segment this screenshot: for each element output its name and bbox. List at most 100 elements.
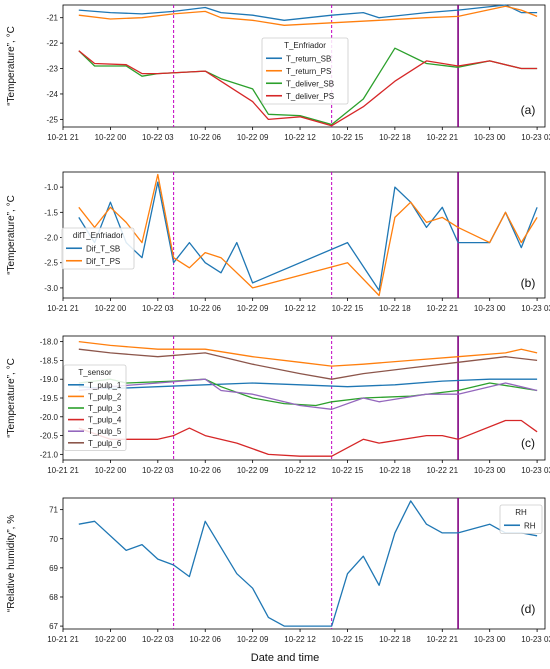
panel-label: (c) [521,436,535,450]
legend-entry: T_pulp_4 [88,416,122,425]
y-tick-label: -18.5 [40,356,59,365]
series-line-RH [78,500,538,627]
series-line-T_pulp_3 [78,378,538,407]
x-tick-label: 10-23 00 [474,133,506,142]
y-tick-label: 67 [49,622,58,631]
y-tick-label: -25 [46,115,58,124]
panel-label: (b) [521,276,536,290]
x-tick-label: 10-22 03 [142,466,174,475]
legend: difT_Enfriador Dif_T_SB Dif_T_PS [61,227,135,270]
legend: T_sensor T_pulp_1 T_pulp_2 T_pulp_3 T_pulp_4… [63,364,127,451]
legend-entry: T_deliver_PS [286,92,334,101]
x-tick-label: 10-22 09 [237,635,269,644]
plot-frame [62,4,546,128]
legend-entry: T_pulp_1 [88,381,122,390]
x-tick-label: 10-22 00 [95,133,127,142]
series-line-T_pulp_1 [78,378,538,390]
x-tick-label: 10-23 03 [521,635,550,644]
y-axis-label: “Temperature”, °C [6,195,17,275]
legend-title: RH [515,508,527,517]
x-tick-label: 10-22 21 [426,466,458,475]
x-tick-label: 10-22 12 [284,133,316,142]
y-tick-label: 70 [49,535,58,544]
legend-entry: RH [524,521,536,530]
y-tick-label: -22 [46,39,58,48]
x-tick-label: 10-22 12 [284,466,316,475]
legend-entry: Dif_T_PS [86,257,120,266]
x-tick-label: 10-22 18 [379,466,411,475]
y-tick-label: -1.0 [44,183,58,192]
chart-panel-2: -3.0 -2.5 -2.0 -1.5 -1.0 10-21 21 10-22 00 10-2… [6,171,550,313]
series-line-T_return_PS [78,5,538,26]
series-line-T_pulp_2 [78,340,538,367]
series-line-Dif_T_PS [78,173,538,297]
y-tick-label: -19.0 [40,375,59,384]
legend-box [261,37,349,105]
x-tick-label: 10-22 06 [189,133,221,142]
chart-panel-1: -25 -24 -23 -22 -21 10-21 21 10-22 00 10-22 03 1… [6,4,550,142]
x-tick-label: 10-22 18 [379,133,411,142]
y-axis-label: “Relative humidity”, % [6,515,17,612]
x-tick-label: 10-22 15 [332,466,364,475]
x-tick-label: 10-22 03 [142,133,174,142]
x-tick-label: 10-23 00 [474,635,506,644]
x-tick-label: 10-22 09 [237,466,269,475]
legend-entry: T_pulp_6 [88,439,122,448]
y-tick-label: -23 [46,65,58,74]
x-tick-label: 10-22 06 [189,466,221,475]
x-tick-label: 10-22 00 [95,466,127,475]
x-tick-label: 10-22 06 [189,304,221,313]
y-tick-label: -21 [46,14,58,23]
panel-label: (a) [521,103,536,117]
y-axis-label: “Temperature”, °C [6,358,17,438]
legend-title: T_Enfriador [284,41,326,50]
panel-label: (d) [521,602,536,616]
x-tick-label: 10-21 21 [47,635,79,644]
x-tick-label: 10-22 00 [95,304,127,313]
legend-box [61,227,135,270]
y-tick-label: 71 [49,506,58,515]
series-line-T_deliver_SB [78,47,538,126]
x-tick-label: 10-22 09 [237,133,269,142]
legend-title: difT_Enfriador [73,231,124,240]
legend-entry: T_pulp_5 [88,427,122,436]
y-tick-label: -24 [46,90,58,99]
legend: T_Enfriador T_return_SB T_return_PS T_deliv… [261,37,349,105]
y-tick-label: -2.5 [44,259,58,268]
legend-entry: T_return_PS [286,67,331,76]
series-line-T_pulp_5 [78,378,538,410]
y-axis-label: “Temperature”, °C [6,26,17,106]
y-tick-label: -18.0 [40,338,59,347]
legend-entry: T_pulp_3 [88,404,122,413]
y-tick-label: -20.5 [40,432,59,441]
legend-entry: Dif_T_SB [86,244,120,253]
x-tick-label: 10-21 21 [47,304,79,313]
legend: RH RH [499,504,543,534]
x-tick-label: 10-22 00 [95,635,127,644]
y-tick-label: 68 [49,593,58,602]
x-tick-label: 10-21 21 [47,133,79,142]
x-tick-label: 10-23 03 [521,466,550,475]
plot-frame [62,497,546,630]
x-tick-label: 10-22 15 [332,304,364,313]
y-tick-label: 69 [49,564,58,573]
series-line-T_pulp_4 [78,419,538,457]
x-tick-label: 10-23 00 [474,304,506,313]
series-line-T_return_SB [78,4,538,21]
x-tick-label: 10-21 21 [47,466,79,475]
y-tick-label: -2.0 [44,234,58,243]
legend-entry: T_return_SB [286,54,331,63]
series-line-Dif_T_SB [78,181,538,292]
series-line-T_pulp_6 [78,348,538,380]
legend-entry: T_pulp_2 [88,392,122,401]
x-tick-label: 10-22 21 [426,635,458,644]
series-line-T_deliver_PS [78,50,538,127]
x-tick-label: 10-22 15 [332,133,364,142]
legend-entry: T_deliver_SB [286,79,334,88]
x-tick-label: 10-22 03 [142,635,174,644]
x-tick-label: 10-23 00 [474,466,506,475]
x-tick-label: 10-22 18 [379,304,411,313]
legend-box [499,504,543,534]
x-axis-label: Date and time [251,652,319,664]
